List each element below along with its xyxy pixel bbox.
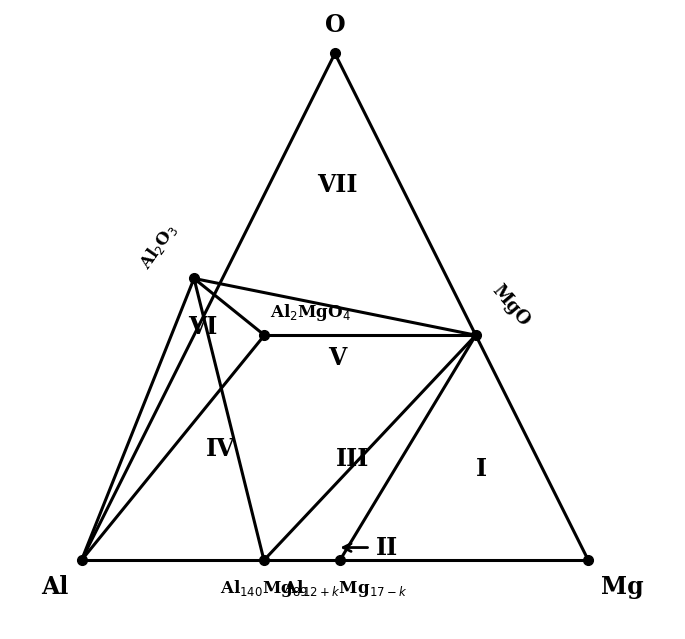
Text: VI: VI <box>188 315 218 339</box>
Text: III: III <box>336 447 369 471</box>
Text: Al$_2$O$_3$: Al$_2$O$_3$ <box>136 220 182 273</box>
Text: IV: IV <box>206 436 236 461</box>
Text: MgO: MgO <box>488 282 533 330</box>
Text: Al$_2$MgO$_4$: Al$_2$MgO$_4$ <box>269 302 350 323</box>
Text: Mg: Mg <box>601 575 644 599</box>
Text: I: I <box>476 457 488 481</box>
Text: Al: Al <box>42 575 69 599</box>
Text: II: II <box>375 535 398 560</box>
Text: VII: VII <box>317 173 358 197</box>
Text: V: V <box>328 346 347 369</box>
Text: Al$_{140}$Mg$_{89}$: Al$_{140}$Mg$_{89}$ <box>220 578 308 599</box>
Text: O: O <box>325 13 345 37</box>
Text: Al$_{12+k}$Mg$_{17-k}$: Al$_{12+k}$Mg$_{17-k}$ <box>283 578 407 599</box>
